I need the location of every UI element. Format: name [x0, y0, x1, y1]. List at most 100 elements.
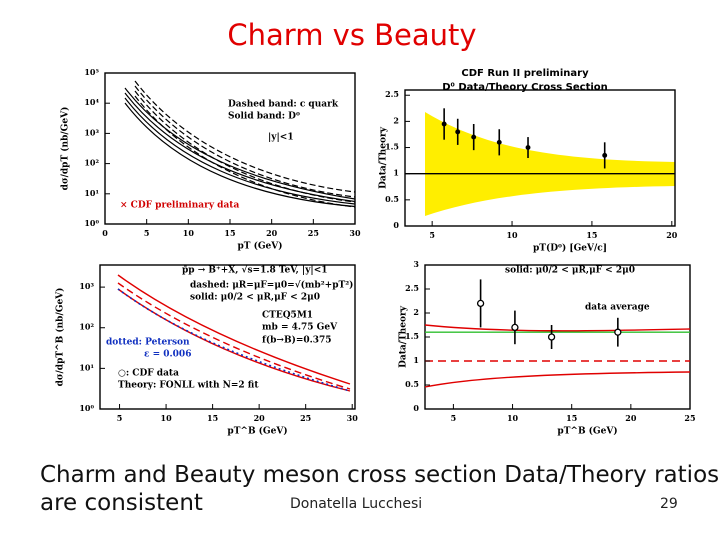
y-tick-label: 2	[393, 115, 399, 125]
data-point	[614, 328, 622, 336]
curve-dotted	[117, 288, 351, 392]
x-tick-label: 15	[566, 413, 577, 423]
x-tick-label: 10	[506, 230, 518, 240]
panel-header: D⁰ Data/Theory Cross Section	[442, 82, 608, 93]
x-axis-label: pT^B (GeV)	[557, 426, 617, 437]
y-tick-label: 2	[413, 307, 419, 317]
band-upper	[424, 324, 691, 332]
panel-note: |y|<1	[268, 133, 294, 143]
y-tick-label: 0	[393, 220, 399, 230]
panel-note: Solid band: D⁰	[228, 112, 300, 122]
curve-solid	[124, 97, 356, 205]
data-point	[441, 121, 447, 127]
x-tick-label: 10	[183, 228, 195, 238]
y-tick-label: 10¹	[84, 188, 99, 198]
panel-note: solid: μ0/2 < μR,μF < 2μ0	[190, 293, 320, 303]
panel-note: mb = 4.75 GeV	[262, 323, 338, 333]
panel-note: solid: μ0/2 < μR,μF < 2μ0	[505, 266, 635, 276]
curve-dashed	[134, 95, 356, 208]
y-axis-label: Data/Theory	[379, 126, 389, 189]
panel-note: Theory: FONLL with N=2 fit	[118, 381, 259, 391]
caption-line: are consistent	[40, 490, 203, 516]
panel-note: ε = 0.006	[144, 350, 191, 360]
x-tick-label: 15	[586, 230, 597, 240]
x-tick-label: 25	[308, 228, 319, 238]
x-tick-label: 5	[144, 228, 150, 238]
panel-note: ○: CDF data	[118, 369, 179, 379]
x-tick-label: 20	[666, 230, 678, 240]
plot-frame	[424, 264, 691, 410]
panel-note: dotted: Peterson	[106, 338, 190, 348]
x-tick-label: 0	[102, 228, 108, 238]
y-tick-label: 10³	[79, 281, 94, 291]
y-tick-label: 10³	[84, 127, 99, 137]
y-tick-label: 10¹	[79, 362, 94, 372]
panel-note: data average	[585, 303, 650, 313]
panel-note: × CDF preliminary data	[120, 201, 239, 211]
x-tick-label: 20	[625, 413, 637, 423]
curve-solid	[124, 92, 356, 203]
y-tick-label: 2.5	[385, 89, 399, 99]
data-point	[547, 333, 556, 341]
caption-line: Charm and Beauty meson cross section Dat…	[40, 462, 720, 488]
panel-note: f(b→B)=0.375	[262, 335, 332, 346]
data-point	[525, 145, 531, 150]
curve-dashed	[134, 85, 356, 198]
y-tick-label: 0	[413, 403, 419, 413]
x-tick-label: 15	[207, 413, 218, 423]
y-tick-label: 1.5	[385, 142, 399, 152]
slide-title: Charm vs Beauty	[227, 18, 476, 52]
y-tick-label: 10⁰	[84, 218, 99, 228]
y-axis-label: dσ/dpT^B (nb/GeV)	[55, 288, 66, 387]
x-tick-label: 5	[429, 230, 435, 240]
data-point	[496, 139, 502, 145]
y-tick-label: 10⁰	[79, 403, 94, 413]
data-point	[511, 323, 519, 332]
y-tick-label: 2.5	[405, 283, 419, 293]
y-tick-label: 0.5	[405, 379, 419, 389]
data-point	[476, 299, 485, 308]
y-axis-label: dσ/dpT (nb/GeV)	[60, 107, 71, 191]
y-tick-label: 10²	[79, 322, 94, 332]
panel-header: CDF Run II preliminary	[461, 68, 589, 79]
x-tick-label: 10	[161, 413, 173, 423]
panel-note: CTEQ5M1	[262, 311, 313, 321]
curve-dashed	[117, 282, 351, 390]
x-tick-label: 25	[300, 413, 311, 423]
page-number: 29	[660, 496, 678, 512]
curve-solid	[117, 288, 351, 392]
band-lower	[424, 371, 691, 388]
data-point	[471, 134, 477, 140]
x-axis-label: pT (GeV)	[237, 241, 282, 252]
data-point	[602, 152, 608, 158]
y-tick-label: 1	[393, 168, 399, 178]
x-axis-label: pT^B (GeV)	[227, 426, 287, 437]
data-point	[455, 129, 461, 135]
plot-frame	[404, 89, 676, 227]
x-tick-label: 30	[349, 228, 361, 238]
x-tick-label: 20	[266, 228, 278, 238]
y-tick-label: 3	[413, 259, 419, 269]
y-tick-label: 10⁵	[84, 67, 99, 77]
x-tick-label: 5	[117, 413, 123, 423]
curve-dashed	[134, 80, 356, 193]
author: Donatella Lucchesi	[290, 496, 423, 512]
x-axis-label: pT(D⁰) [GeV/c]	[533, 243, 607, 254]
x-tick-label: 20	[254, 413, 266, 423]
y-tick-label: 1	[413, 355, 419, 365]
x-tick-label: 15	[224, 228, 235, 238]
panel-note: Dashed band: c quark	[228, 100, 339, 110]
y-axis-label: Data/Theory	[399, 305, 409, 368]
y-tick-label: 10²	[84, 158, 99, 168]
x-tick-label: 25	[684, 413, 695, 423]
curve-solid	[117, 274, 351, 385]
theory-band	[425, 112, 675, 216]
plot-frame	[99, 264, 356, 410]
curve-solid	[124, 102, 356, 208]
y-tick-label: 1.5	[405, 331, 419, 341]
y-tick-label: 0.5	[385, 194, 399, 204]
y-tick-label: 10⁴	[84, 97, 99, 107]
panel-note: dashed: μR=μF=μ0=√(mb²+pT²)	[190, 280, 353, 291]
